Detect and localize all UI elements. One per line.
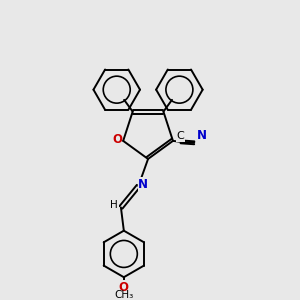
Text: N: N <box>138 178 148 191</box>
Text: O: O <box>119 281 129 294</box>
Text: N: N <box>197 129 207 142</box>
Text: C: C <box>177 131 184 141</box>
Text: O: O <box>112 134 122 146</box>
Text: CH₃: CH₃ <box>114 290 134 300</box>
Text: H: H <box>110 200 118 211</box>
